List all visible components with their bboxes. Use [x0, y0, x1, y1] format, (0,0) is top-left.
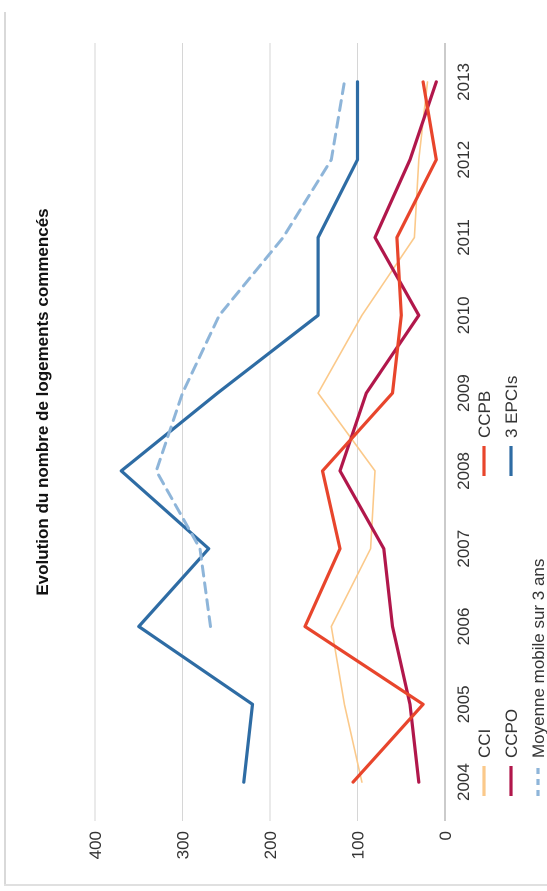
x-tick-label: 2011 — [454, 219, 473, 256]
legend-label: CCPB — [475, 391, 494, 438]
x-tick-label: 2009 — [454, 374, 473, 412]
x-tick-label: 2010 — [454, 296, 473, 334]
y-tick-label: 0 — [436, 831, 455, 840]
axis-labels: 0 100 200 300 400 2004 2005 2006 2007 2008 2009 201… — [86, 63, 473, 859]
legend-entry: CCPB — [475, 391, 494, 476]
x-tick-label: 2013 — [454, 63, 473, 101]
x-tick-label: 2012 — [454, 141, 473, 179]
x-tick-label: 2006 — [454, 608, 473, 646]
y-tick-label: 200 — [261, 831, 280, 859]
legend-entry: CCPO — [502, 709, 521, 796]
legend-entry: Moyenne mobile sur 3 ans — [529, 559, 547, 796]
legend-entry: 3 EPCIs — [502, 376, 521, 476]
x-tick-label: 2008 — [454, 452, 473, 490]
series-line — [154, 80, 346, 628]
series-ccpo — [338, 80, 438, 784]
y-tick-label: 300 — [174, 831, 193, 859]
series-lines — [119, 80, 438, 784]
chart-title: Evolution du nombre de logements commenc… — [33, 208, 52, 595]
frame-left-border — [4, 12, 6, 886]
grid-lines — [94, 43, 446, 821]
legend-label: 3 EPCIs — [502, 376, 521, 438]
legend-entry: CCI — [475, 729, 494, 796]
legend-label: CCI — [475, 729, 494, 758]
legend-label: CCPO — [502, 709, 521, 758]
frame-bottom-border — [4, 884, 547, 886]
series-cci — [317, 81, 429, 783]
series-line — [303, 80, 438, 784]
series-moyenne-mobile-sur-3-ans — [154, 80, 346, 628]
series-line — [317, 81, 429, 783]
y-tick-label: 100 — [349, 831, 368, 859]
x-tick-label: 2007 — [454, 530, 473, 568]
series-ccpb — [303, 80, 438, 784]
legend: CCI CCPO Moyenne mobile sur 3 ans CCPB 3 EPC… — [475, 376, 547, 796]
x-tick-label: 2005 — [454, 685, 473, 723]
series-line — [119, 80, 360, 784]
x-tick-label: 2004 — [454, 763, 473, 801]
legend-label: Moyenne mobile sur 3 ans — [529, 559, 547, 758]
series-3-epcis — [119, 80, 360, 784]
series-line — [338, 80, 438, 784]
y-tick-label: 400 — [86, 831, 105, 859]
